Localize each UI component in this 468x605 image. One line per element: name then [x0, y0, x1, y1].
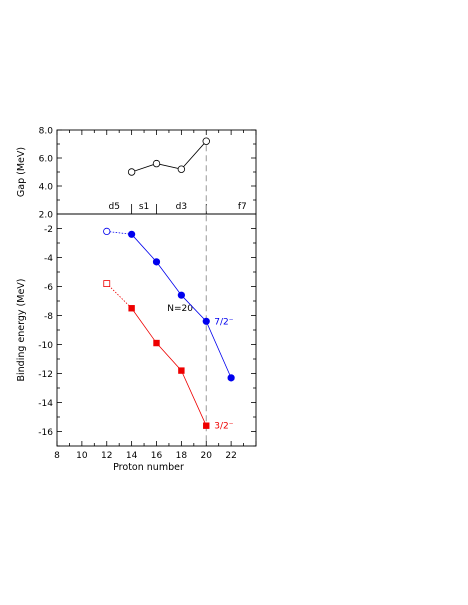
gap-y-tick-label: 6.0 [39, 155, 54, 165]
x-tick-label: 18 [176, 451, 188, 461]
gap-point [127, 168, 136, 176]
x-tick-label: 10 [76, 451, 88, 461]
series-3-2-extrapolated-point [103, 280, 111, 288]
series-3-2-point [178, 367, 185, 374]
gap-plot-frame [56, 129, 257, 215]
binding-energy-panel: -2 -4 -6 -8 -10 -12 -14 -16 8 10 12 14 16 18 20 22 Proto… [16, 130, 257, 473]
binding-y-tick-label: -6 [44, 283, 53, 293]
series-7-2-point [227, 374, 235, 382]
gap-series-line [131, 140, 207, 173]
series-3-2-point [153, 339, 160, 347]
x-axis-title: Proton number [113, 462, 184, 473]
binding-plot-frame [56, 213, 257, 447]
series-7-2-point [177, 291, 185, 299]
series-3-2-label: 3/2⁻ [214, 422, 233, 432]
series-7-2-label: 7/2⁻ [214, 317, 233, 327]
series-3-2-point [128, 305, 135, 312]
shell-label-d5: d5 [108, 202, 119, 212]
binding-y-axis-title: Binding energy (MeV) [16, 279, 27, 382]
gap-y-tick-label: 8.0 [39, 127, 54, 137]
binding-y-tick-label: -2 [44, 225, 53, 235]
series-7-2-point [128, 230, 136, 238]
x-tick-label: 12 [101, 451, 112, 461]
series-7-2-extrapolated-point [103, 227, 111, 235]
x-tick-label: 22 [225, 451, 236, 461]
x-tick-label: 8 [54, 451, 60, 461]
binding-y-tick-label: -14 [38, 399, 53, 409]
gap-point [177, 165, 186, 173]
binding-y-tick-label: -12 [38, 370, 53, 380]
shell-label-d3: d3 [176, 202, 187, 212]
binding-y-tick-label: -4 [44, 254, 53, 264]
n20-annotation: N=20 [167, 304, 193, 314]
series-7-2-point [152, 258, 161, 266]
gap-y-tick-label: 2.0 [39, 211, 54, 221]
shell-label-s1: s1 [139, 202, 149, 212]
gap-y-axis-title: Gap (MeV) [16, 147, 27, 197]
x-tick-label: 20 [201, 451, 213, 461]
series-3-2-point [203, 422, 210, 429]
binding-y-tick-label: -10 [38, 341, 53, 351]
gap-point [152, 159, 161, 168]
x-tick-label: 14 [126, 451, 138, 461]
series-7-2-point [202, 317, 210, 325]
x-tick-label: 16 [151, 451, 163, 461]
gap-y-tick-label: 4.0 [39, 183, 54, 193]
series-3-2-line [131, 308, 207, 426]
shell-label-f7: f7 [238, 202, 247, 212]
series-3-2-extrapolation-line [106, 283, 132, 309]
series-7-2-extrapolation-line [106, 231, 132, 235]
gap-point [202, 137, 210, 145]
binding-y-tick-label: -16 [38, 428, 53, 438]
binding-y-tick-label: -8 [44, 312, 53, 322]
